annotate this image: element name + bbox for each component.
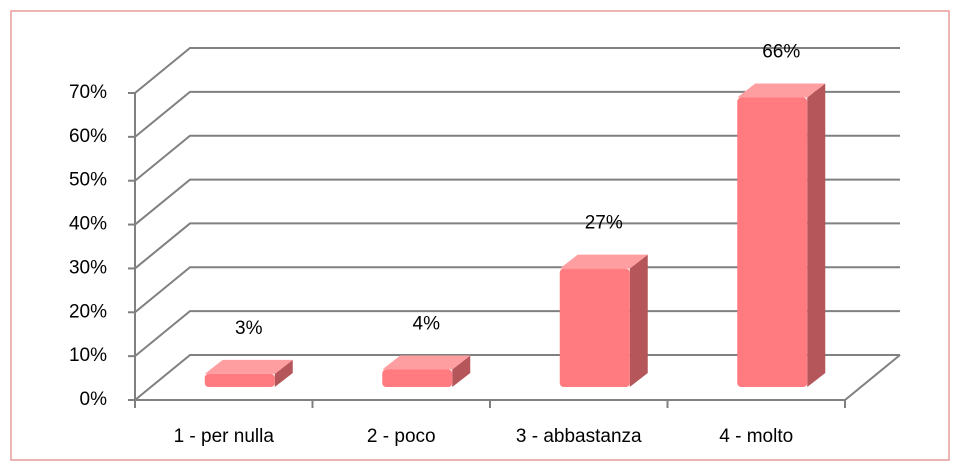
y-tick-label: 60% — [69, 126, 107, 147]
data-label: 4% — [413, 313, 441, 334]
bar — [559, 268, 630, 387]
bar-side — [452, 355, 471, 387]
grid-line — [134, 354, 900, 401]
grid-line — [134, 90, 900, 138]
bar — [382, 369, 453, 387]
bar-top — [559, 254, 648, 269]
bar-top — [204, 359, 293, 374]
bar-side — [274, 359, 293, 387]
y-tick-label: 10% — [69, 345, 107, 366]
bar — [204, 373, 275, 387]
grid-line — [134, 178, 900, 226]
x-tick-label: 4 - molto — [719, 426, 793, 447]
bar — [737, 97, 808, 388]
y-tick-label: 0% — [80, 389, 108, 410]
y-tick-label: 30% — [69, 257, 107, 278]
grid-line — [134, 266, 900, 314]
x-tick-label: 2 - poco — [367, 426, 436, 447]
data-label: 27% — [585, 213, 623, 234]
grid-line — [134, 310, 900, 357]
x-tick-label: 3 - abbastanza — [516, 426, 642, 447]
data-label: 3% — [235, 318, 263, 339]
x-tick-label: 1 - per nulla — [174, 426, 275, 447]
y-tick-label: 40% — [69, 214, 107, 235]
bar-side — [807, 83, 826, 388]
bar-side — [629, 254, 648, 387]
y-tick-label: 70% — [69, 82, 107, 103]
data-label: 66% — [762, 42, 800, 63]
grid-line — [134, 222, 900, 270]
bar-top — [382, 355, 471, 370]
bar-top — [737, 83, 826, 98]
y-tick-label: 50% — [69, 170, 107, 191]
y-tick-label: 20% — [69, 301, 107, 322]
grid-line — [134, 47, 900, 94]
grid-line — [134, 134, 900, 182]
